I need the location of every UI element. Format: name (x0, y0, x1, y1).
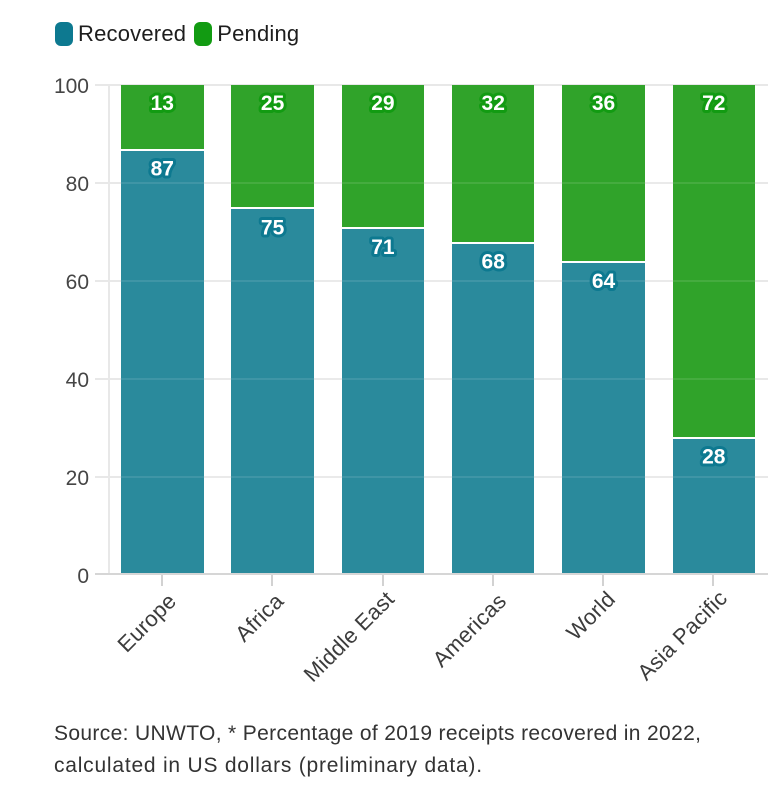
svg-text:36: 36 (592, 92, 615, 115)
svg-text:64: 64 (592, 270, 616, 293)
svg-text:72: 72 (702, 92, 725, 115)
svg-text:13: 13 (151, 92, 174, 115)
svg-text:87: 87 (151, 158, 174, 181)
svg-text:75: 75 (261, 216, 285, 239)
svg-text:71: 71 (371, 236, 395, 259)
svg-text:25: 25 (261, 92, 285, 115)
svg-text:28: 28 (702, 446, 726, 469)
svg-text:32: 32 (482, 92, 505, 115)
svg-text:29: 29 (371, 92, 394, 115)
svg-text:68: 68 (482, 251, 506, 274)
